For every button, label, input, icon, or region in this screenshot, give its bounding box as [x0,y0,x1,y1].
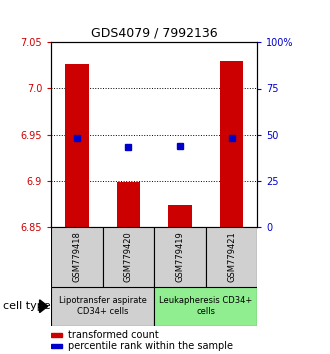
Bar [117,182,140,227]
Text: GSM779419: GSM779419 [176,231,184,282]
Text: GSM779420: GSM779420 [124,231,133,282]
Text: percentile rank within the sample: percentile rank within the sample [68,341,233,351]
Title: GDS4079 / 7992136: GDS4079 / 7992136 [91,27,217,40]
Bar [65,64,88,227]
Bar [51,344,62,348]
Text: Leukapheresis CD34+
cells: Leukapheresis CD34+ cells [159,296,252,316]
Text: GSM779418: GSM779418 [72,231,82,282]
Bar [220,61,243,227]
Text: Lipotransfer aspirate
CD34+ cells: Lipotransfer aspirate CD34+ cells [59,296,147,316]
Bar [51,332,62,337]
Bar [51,287,154,326]
Bar [168,205,192,227]
Text: GSM779421: GSM779421 [227,231,236,282]
Bar [154,287,257,326]
Text: cell type: cell type [3,301,51,311]
Bar [206,227,257,287]
Bar [154,227,206,287]
Text: transformed count: transformed count [68,330,158,339]
Bar [51,227,103,287]
Bar [103,227,154,287]
